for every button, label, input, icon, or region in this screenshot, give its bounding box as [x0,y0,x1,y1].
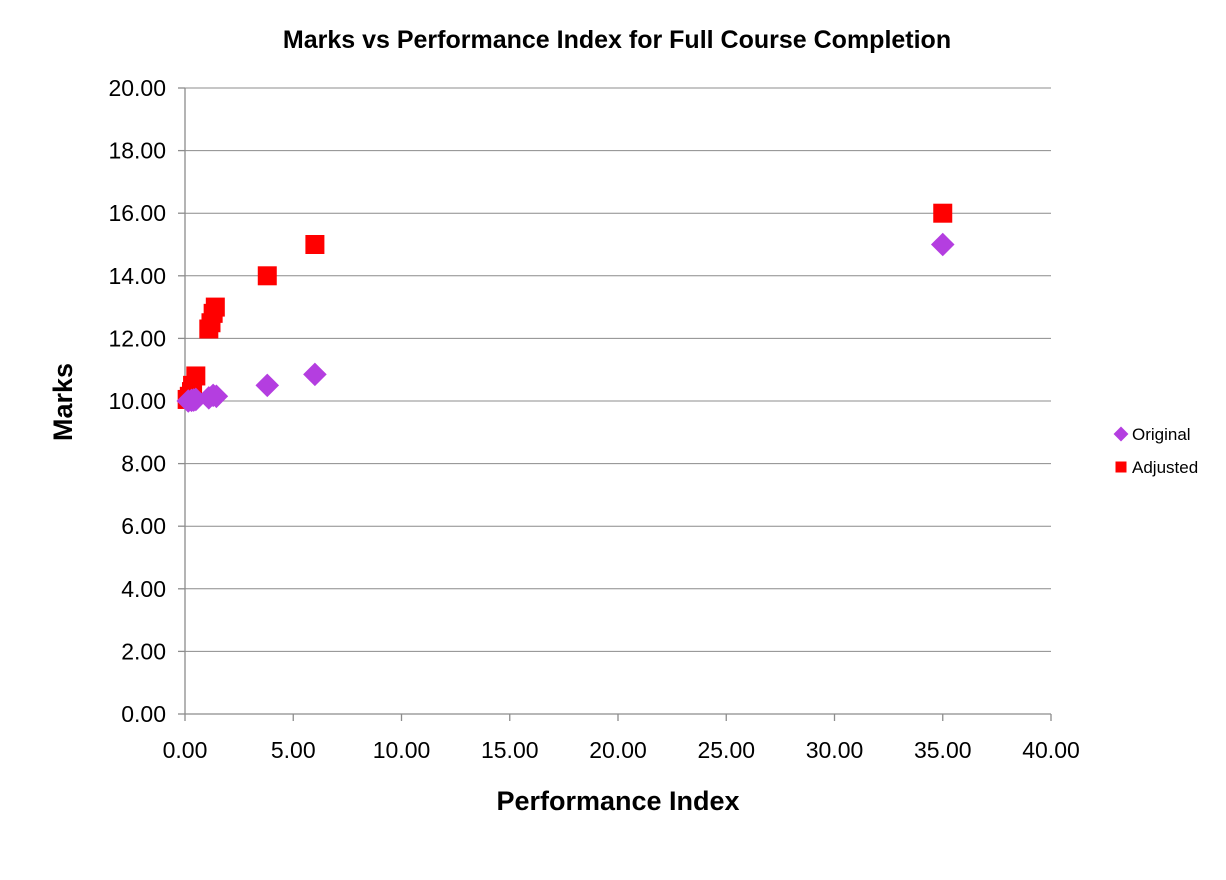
data-point-original [930,232,955,257]
data-points [176,203,955,413]
legend: Original Adjusted [1113,425,1198,477]
y-tick-label: 20.00 [108,75,166,101]
x-tick-label: 5.00 [271,737,316,763]
data-point-adjusted [205,297,225,317]
x-tick-label: 40.00 [1022,737,1080,763]
legend-item-original: Original [1113,425,1191,444]
y-tick-label: 12.00 [108,325,166,351]
data-point-adjusted [305,235,325,254]
data-point-original [303,362,327,387]
x-tick-label: 20.00 [589,737,647,763]
chart-title: Marks vs Performance Index for Full Cour… [283,26,951,54]
x-axis-title: Performance Index [496,786,739,816]
data-point-original [204,384,229,409]
y-tick-labels: 0.00 2.00 4.00 6.00 8.00 10.00 12.00 14.00 16.00… [108,75,166,727]
y-tick-label: 18.00 [108,138,166,164]
y-tick-label: 8.00 [121,451,166,477]
x-tick-label: 0.00 [163,737,208,763]
data-point-original [184,387,208,412]
y-tick-label: 14.00 [108,263,166,289]
data-point-adjusted [257,266,277,286]
x-tick-label: 15.00 [481,737,539,763]
y-tick-label: 10.00 [108,388,166,414]
gridlines [185,87,1051,652]
y-tick-label: 2.00 [121,638,166,664]
legend-label: Original [1132,425,1191,444]
legend-marker-original [1113,426,1129,442]
x-tick-label: 35.00 [914,737,972,763]
x-tick-label: 10.00 [373,737,431,763]
y-tick-label: 0.00 [121,701,166,727]
series-original [176,232,955,413]
legend-marker-adjusted [1115,461,1127,473]
x-tick-label: 25.00 [697,737,755,763]
y-tick-label: 16.00 [108,200,166,226]
y-tick-label: 4.00 [121,576,166,602]
series-adjusted [177,203,953,409]
data-point-adjusted [933,203,953,223]
data-point-adjusted [186,366,206,386]
legend-label: Adjusted [1132,458,1198,477]
x-tick-label: 30.00 [806,737,864,763]
axes [178,87,1052,721]
legend-item-adjusted: Adjusted [1115,458,1198,477]
y-tick-label: 6.00 [121,513,166,539]
x-tick-labels: 0.00 5.00 10.00 15.00 20.00 25.00 30.00 35.00 40… [163,737,1080,763]
data-point-original [255,373,280,398]
y-axis-title: Marks [48,363,78,441]
